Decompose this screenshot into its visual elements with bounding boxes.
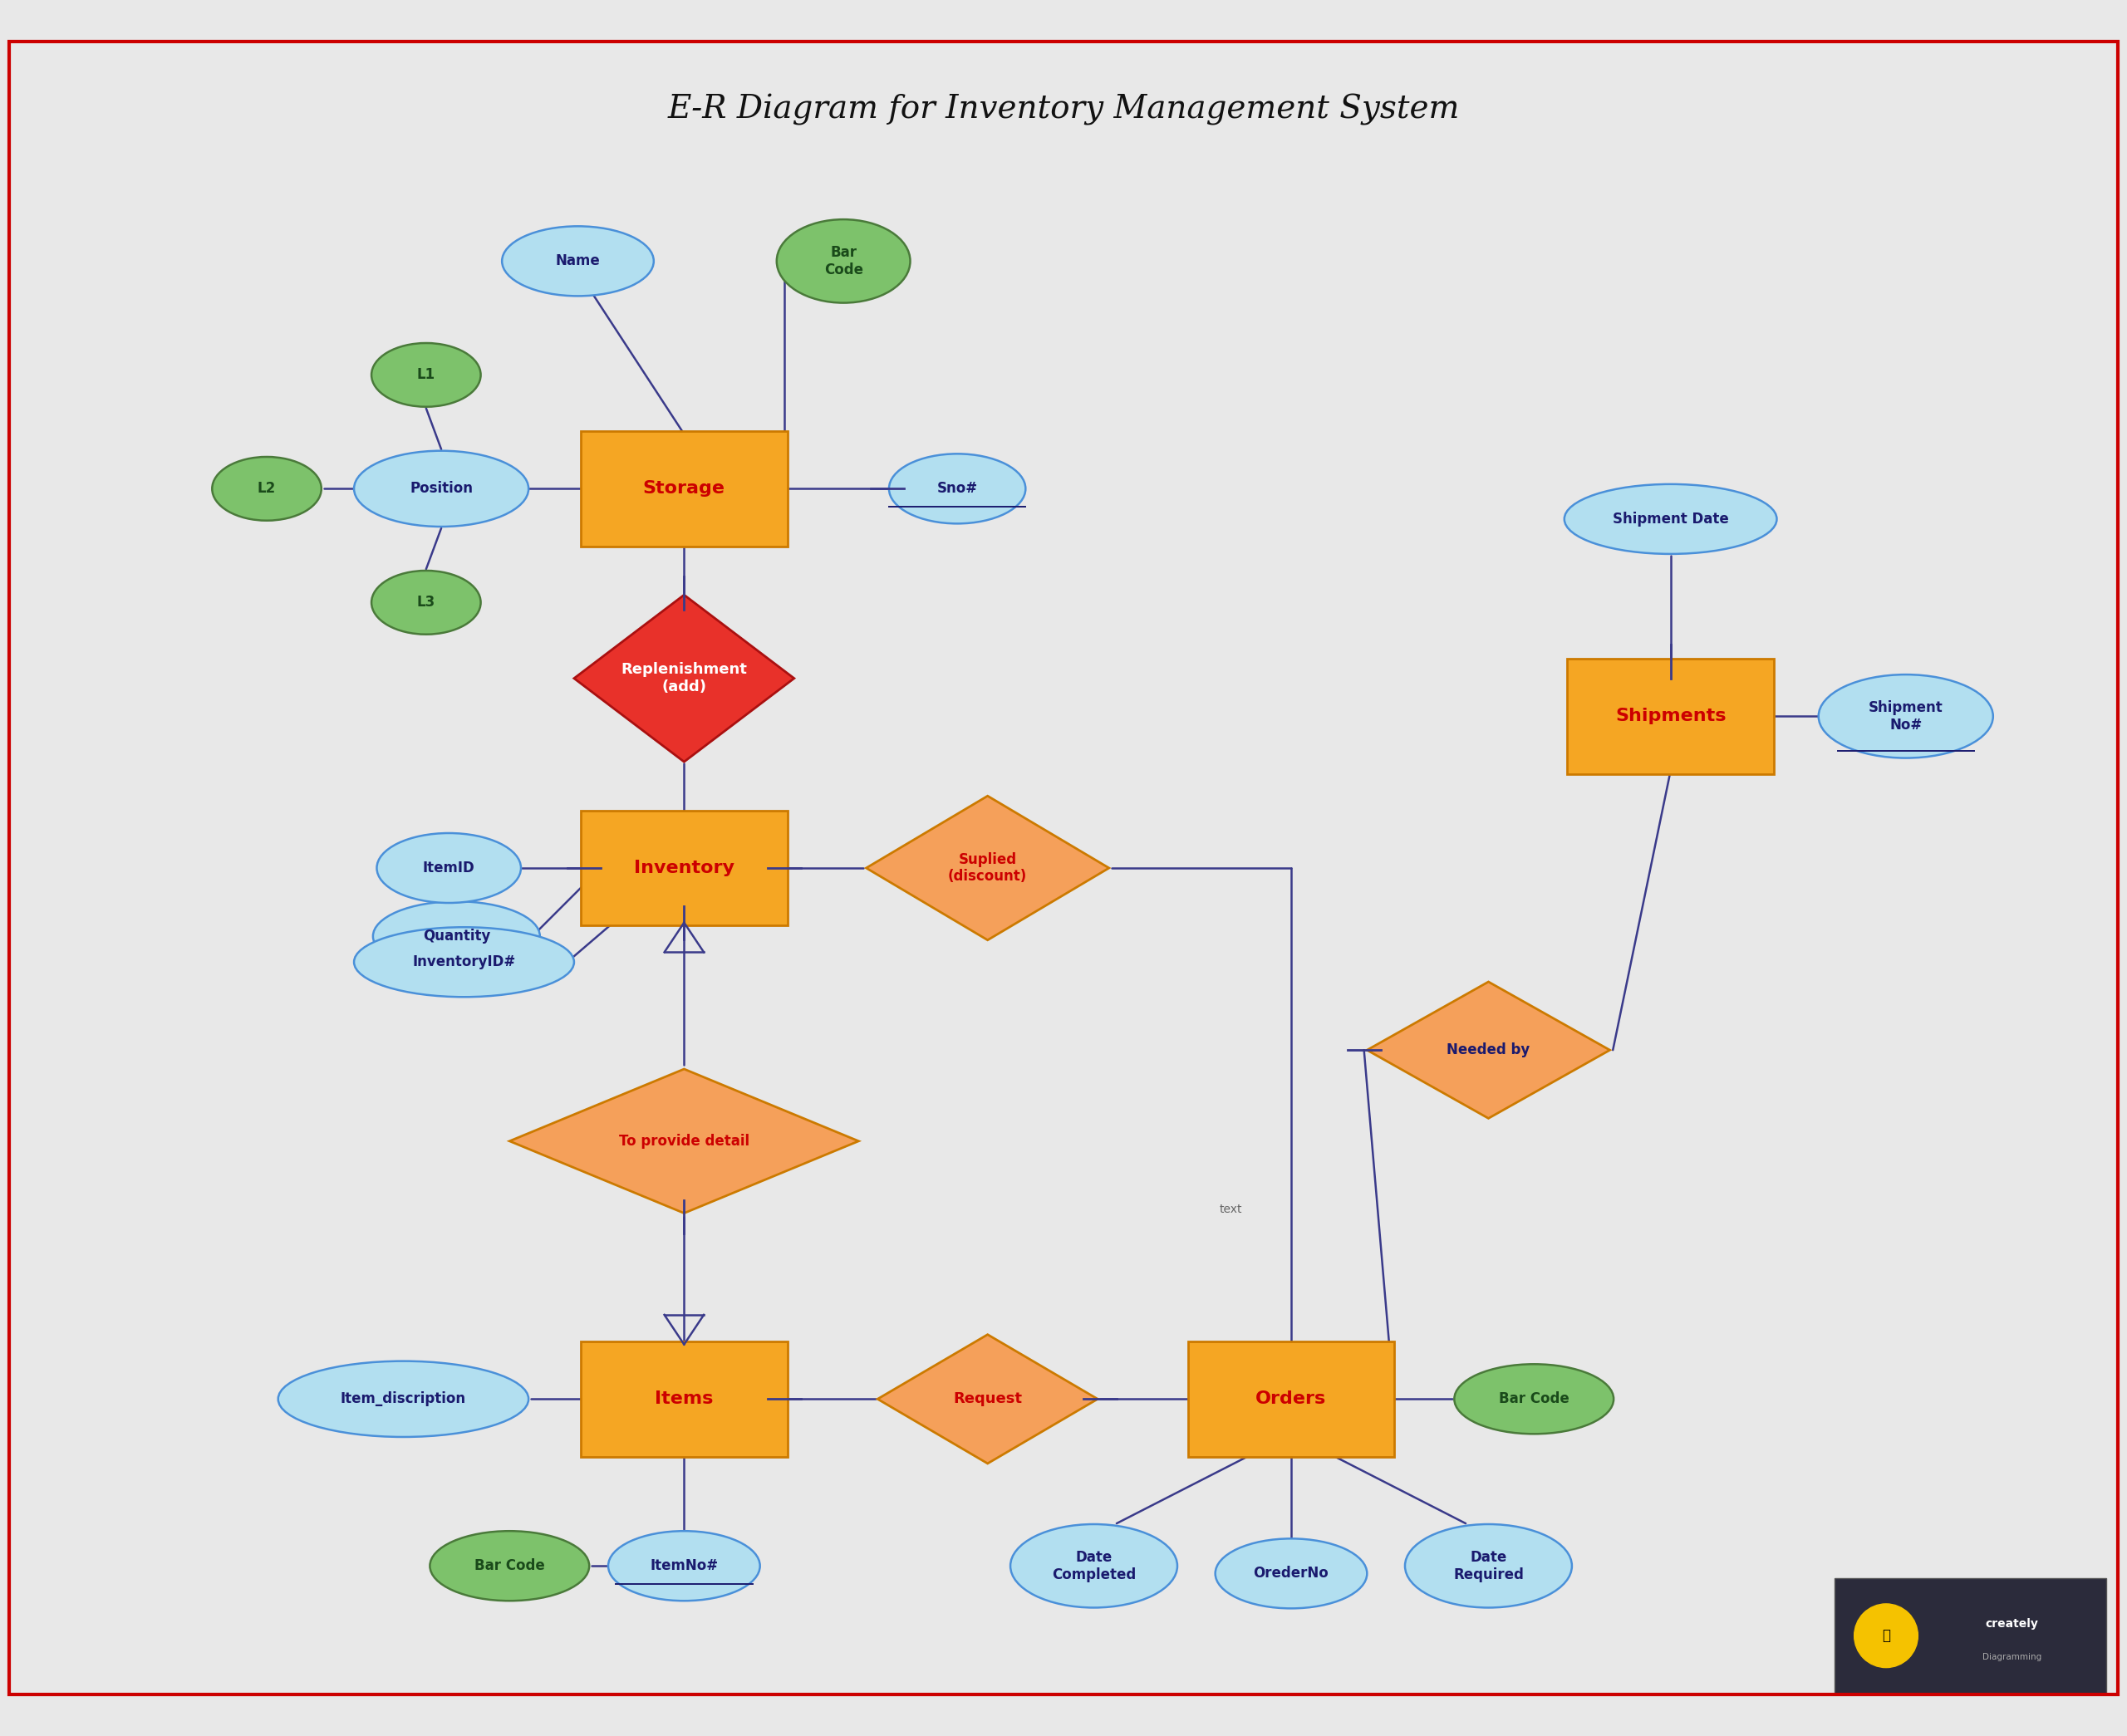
Ellipse shape bbox=[1406, 1524, 1572, 1608]
Text: L1: L1 bbox=[417, 368, 436, 382]
Text: Name: Name bbox=[555, 253, 600, 269]
FancyBboxPatch shape bbox=[581, 811, 787, 925]
Ellipse shape bbox=[608, 1531, 759, 1601]
Ellipse shape bbox=[376, 833, 521, 903]
Text: ItemNo#: ItemNo# bbox=[651, 1559, 719, 1573]
Text: Bar Code: Bar Code bbox=[1500, 1392, 1570, 1406]
Ellipse shape bbox=[502, 226, 653, 297]
Text: Needed by: Needed by bbox=[1446, 1043, 1529, 1057]
Text: Items: Items bbox=[655, 1391, 713, 1408]
Text: Item_discription: Item_discription bbox=[340, 1392, 466, 1406]
Text: L2: L2 bbox=[257, 481, 277, 496]
Text: E-R Diagram for Inventory Management System: E-R Diagram for Inventory Management Sys… bbox=[668, 94, 1459, 125]
Ellipse shape bbox=[372, 344, 481, 406]
Text: Replenishment
(add): Replenishment (add) bbox=[621, 661, 747, 694]
Polygon shape bbox=[574, 595, 793, 762]
Text: Sno#: Sno# bbox=[936, 481, 978, 496]
Ellipse shape bbox=[213, 457, 321, 521]
Text: Bar Code: Bar Code bbox=[474, 1559, 545, 1573]
Ellipse shape bbox=[889, 453, 1025, 524]
Ellipse shape bbox=[1215, 1538, 1368, 1608]
Text: Shipments: Shipments bbox=[1614, 708, 1725, 724]
Text: Shipment Date: Shipment Date bbox=[1612, 512, 1729, 526]
Text: Diagramming: Diagramming bbox=[1982, 1653, 2042, 1661]
Ellipse shape bbox=[353, 927, 574, 996]
Text: Inventory: Inventory bbox=[634, 859, 734, 877]
Text: To provide detail: To provide detail bbox=[619, 1134, 749, 1149]
Polygon shape bbox=[866, 795, 1108, 941]
Text: ItemID: ItemID bbox=[423, 861, 474, 875]
Ellipse shape bbox=[1819, 675, 1993, 759]
Text: OrederNo: OrederNo bbox=[1253, 1566, 1329, 1581]
Text: 💡: 💡 bbox=[1882, 1628, 1891, 1644]
Text: text: text bbox=[1219, 1203, 1242, 1215]
FancyBboxPatch shape bbox=[1189, 1342, 1395, 1457]
FancyBboxPatch shape bbox=[1568, 658, 1774, 774]
Ellipse shape bbox=[430, 1531, 589, 1601]
FancyBboxPatch shape bbox=[581, 431, 787, 547]
Text: L3: L3 bbox=[417, 595, 436, 609]
Text: Quantity: Quantity bbox=[423, 929, 489, 944]
Text: Suplied
(discount): Suplied (discount) bbox=[949, 852, 1027, 884]
Text: Date
Required: Date Required bbox=[1453, 1550, 1523, 1581]
Ellipse shape bbox=[1563, 484, 1776, 554]
FancyBboxPatch shape bbox=[581, 1342, 787, 1457]
Text: creately: creately bbox=[1984, 1618, 2038, 1630]
Text: Position: Position bbox=[411, 481, 472, 496]
FancyBboxPatch shape bbox=[1833, 1578, 2106, 1693]
Text: InventoryID#: InventoryID# bbox=[413, 955, 515, 969]
Polygon shape bbox=[1368, 983, 1610, 1118]
Polygon shape bbox=[510, 1069, 859, 1213]
Text: Bar
Code: Bar Code bbox=[823, 245, 864, 278]
Ellipse shape bbox=[1010, 1524, 1178, 1608]
Ellipse shape bbox=[279, 1361, 527, 1437]
Circle shape bbox=[1855, 1604, 1919, 1668]
Ellipse shape bbox=[372, 571, 481, 634]
Text: Storage: Storage bbox=[642, 481, 725, 496]
Ellipse shape bbox=[776, 219, 910, 302]
Ellipse shape bbox=[353, 451, 527, 526]
Ellipse shape bbox=[372, 901, 540, 970]
Ellipse shape bbox=[1455, 1364, 1614, 1434]
Text: Date
Completed: Date Completed bbox=[1051, 1550, 1136, 1581]
Text: Shipment
No#: Shipment No# bbox=[1868, 700, 1944, 733]
Polygon shape bbox=[878, 1335, 1098, 1463]
Text: Orders: Orders bbox=[1255, 1391, 1327, 1408]
Text: Request: Request bbox=[953, 1392, 1023, 1406]
